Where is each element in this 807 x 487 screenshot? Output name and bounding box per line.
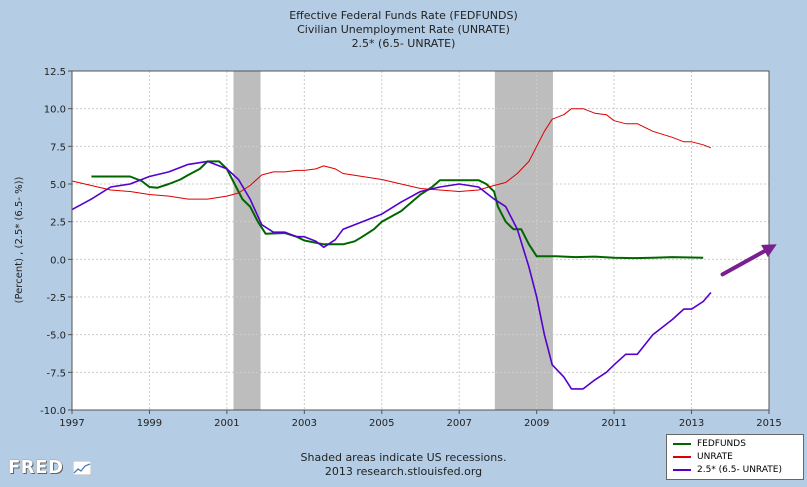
trend-arrow-shaft (720, 249, 767, 277)
y-tick-label-3: 5.0 (50, 180, 66, 191)
legend-item-fedfunds: FEDFUNDS (673, 438, 746, 450)
x-tick-label-8: 2013 (679, 418, 704, 429)
x-tick-label-3: 2003 (292, 418, 317, 429)
legend-label-transformed: 2.5* (6.5- UNRATE) (697, 465, 782, 475)
fred-logo: FRED (8, 457, 92, 478)
x-tick-label-9: 2015 (756, 418, 781, 429)
chart-title-line-1: Effective Federal Funds Rate (FEDFUNDS) (289, 9, 518, 22)
fred-logo-text: FRED (8, 457, 64, 478)
y-tick-label-6: -2.5 (46, 293, 66, 304)
legend-label-fedfunds: FEDFUNDS (697, 439, 746, 449)
legend-item-transformed: 2.5* (6.5- UNRATE) (673, 464, 782, 476)
mini-chart-icon (73, 461, 92, 475)
x-tick-label-1: 1999 (137, 418, 162, 429)
legend-label-unrate: UNRATE (697, 452, 733, 462)
y-tick-label-4: 2.5 (50, 218, 66, 229)
source-note: 2013 research.stlouisfed.org (324, 465, 483, 478)
series-line-0 (91, 160, 704, 260)
y-tick-label-0: 12.5 (44, 67, 66, 78)
trend-arrow (720, 244, 777, 277)
x-axis-ticks: 1997 1999 2001 2003 2005 2007 2009 2011 2013 2015 (59, 410, 782, 429)
y-axis-ticks: 12.5 10.0 7.5 5.0 2.5 0.0 -2.5 -5.0 -7.5 -10.0 (40, 67, 72, 417)
plot-border (71, 70, 770, 411)
recession-band-0 (233, 71, 261, 410)
y-tick-label-1: 10.0 (44, 105, 66, 116)
chart-legend: FEDFUNDS UNRATE 2.5* (6.5- UNRATE) (666, 434, 804, 480)
x-tick-label-7: 2011 (601, 418, 626, 429)
legend-item-unrate: UNRATE (673, 451, 733, 463)
trend-arrow-head (761, 244, 777, 258)
recession-bands (233, 71, 553, 410)
x-tick-label-2: 2001 (214, 418, 239, 429)
legend-swatch-fedfunds (673, 443, 691, 445)
recession-note: Shaded areas indicate US recessions. (300, 451, 507, 464)
x-tick-label-5: 2007 (446, 418, 471, 429)
series-lines (71, 108, 712, 390)
y-tick-label-7: -5.0 (46, 331, 66, 342)
chart-title-line-2: Civilian Unemployment Rate (UNRATE) (297, 23, 510, 36)
series-line-2 (71, 160, 712, 390)
y-tick-label-5: 0.0 (50, 255, 66, 266)
legend-swatch-transformed (673, 469, 691, 471)
chart-title-line-3: 2.5* (6.5- UNRATE) (351, 37, 456, 50)
y-tick-label-8: -7.5 (46, 368, 66, 379)
x-tick-label-0: 1997 (59, 418, 84, 429)
x-tick-label-4: 2005 (369, 418, 394, 429)
y-axis-label: (Percent) , (2.5* (6.5- %)) (14, 176, 25, 303)
recession-band-1 (494, 71, 553, 410)
y-tick-label-9: -10.0 (40, 406, 66, 417)
x-tick-label-6: 2009 (524, 418, 549, 429)
y-tick-label-2: 7.5 (50, 142, 66, 153)
legend-swatch-unrate (673, 456, 691, 458)
plot-area (72, 71, 769, 410)
